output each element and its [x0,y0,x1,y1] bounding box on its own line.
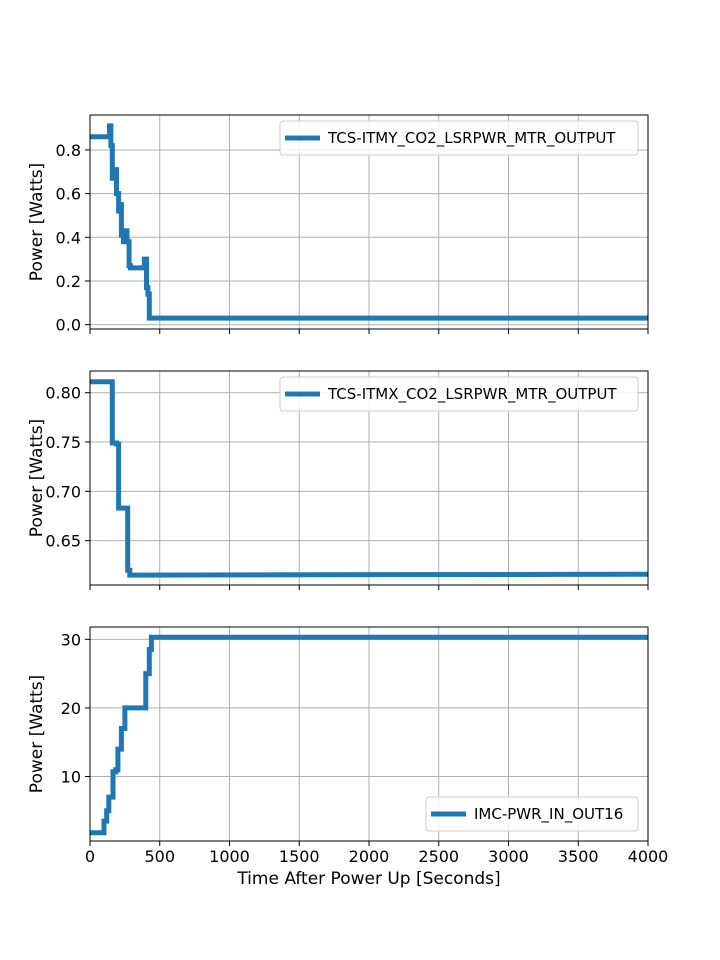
x-tick-label: 3500 [558,847,599,866]
axes-frame [89,114,649,330]
chart-panel-3: 0 500 1000 1500 2000 2500 3000 3500 4000 10 20 30 Po… [27,626,669,889]
y-tick-label: 0.4 [56,228,81,247]
chart-panel-1: 0.0 0.2 0.4 0.6 0.8 Power [Watts] TCS-ITMY_CO2… [27,114,649,335]
legend-label: TCS-ITMY_CO2_LSRPWR_MTR_OUTPUT [327,129,616,148]
chart-panel-2: 0.65 0.70 0.75 0.80 Power [Watts] TCS-ITMX_CO… [27,370,649,590]
axes-frame [89,370,649,586]
x-tick-label: 2000 [349,847,390,866]
y-tick-label: 0.70 [45,482,81,501]
series-line-1 [90,379,648,578]
legend-label: IMC-PWR_IN_OUT16 [474,805,623,824]
legend: TCS-ITMY_CO2_LSRPWR_MTR_OUTPUT [279,120,639,156]
x-tick-label: 1500 [279,847,320,866]
x-tick-label: 500 [144,847,175,866]
y-axis-label: Power [Watts] [27,675,47,793]
legend-label: TCS-ITMX_CO2_LSRPWR_MTR_OUTPUT [327,385,617,404]
x-tick-label: 0 [85,847,95,866]
y-axis-label: Power [Watts] [27,419,47,537]
x-tick-label: 3000 [488,847,529,866]
axes-frame [89,626,649,842]
x-axis-label: Time After Power Up [Seconds] [236,869,500,889]
legend-box [279,376,639,412]
x-tick-label: 2500 [418,847,459,866]
legend-box [279,120,639,156]
series-line-1 [90,123,648,321]
y-tick-label: 0.8 [56,141,81,160]
y-tick-label: 0.65 [45,532,81,551]
legend: TCS-ITMX_CO2_LSRPWR_MTR_OUTPUT [279,376,639,412]
y-tick-label: 10 [61,768,81,787]
legend: IMC-PWR_IN_OUT16 [425,796,639,832]
series-line-1 [90,634,648,836]
y-axis-label: Power [Watts] [27,163,47,281]
y-tick-label: 0.0 [56,316,81,335]
y-tick-label: 0.75 [45,433,81,452]
y-tick-label: 20 [61,699,81,718]
y-tick-label: 30 [61,630,81,649]
y-tick-label: 0.6 [56,185,81,204]
x-tick-label: 4000 [628,847,669,866]
x-tick-label: 1000 [209,847,250,866]
legend-box [425,796,639,832]
y-tick-label: 0.2 [56,272,81,291]
y-tick-label: 0.80 [45,384,81,403]
